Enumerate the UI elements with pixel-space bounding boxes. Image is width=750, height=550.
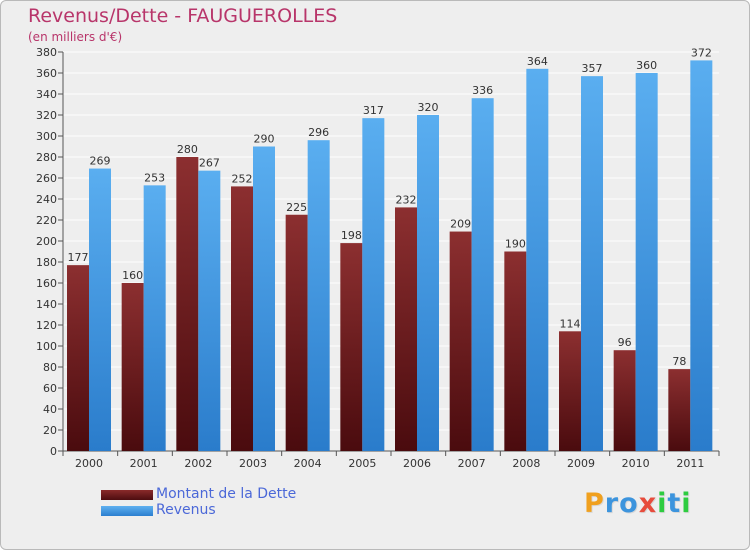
data-label-revenus: 372 bbox=[691, 46, 712, 59]
data-label-dette: 190 bbox=[505, 238, 526, 251]
bar-dette bbox=[449, 231, 472, 451]
x-tick-label: 2009 bbox=[567, 457, 595, 470]
bar-revenus bbox=[526, 68, 549, 452]
data-label-revenus: 320 bbox=[418, 101, 439, 114]
bar-revenus bbox=[89, 168, 111, 452]
chart-subtitle: (en milliers d'€) bbox=[28, 30, 123, 44]
logo-letter: i bbox=[681, 488, 692, 519]
x-tick-label: 2011 bbox=[676, 457, 704, 470]
plot-area bbox=[63, 52, 719, 451]
logo-letter: r bbox=[604, 488, 620, 519]
bar-dette bbox=[668, 369, 691, 451]
y-tick-label: 180 bbox=[36, 256, 57, 269]
bar-revenus bbox=[690, 60, 713, 452]
data-label-dette: 252 bbox=[232, 172, 253, 185]
x-tick-label: 2006 bbox=[403, 457, 431, 470]
data-label-revenus: 357 bbox=[582, 62, 603, 75]
x-tick-label: 2010 bbox=[622, 457, 650, 470]
bar-dette bbox=[231, 186, 253, 451]
y-tick-label: 160 bbox=[36, 277, 57, 290]
data-label-dette: 198 bbox=[341, 229, 362, 242]
y-tick-label: 20 bbox=[43, 424, 57, 437]
y-tick-label: 120 bbox=[36, 319, 57, 332]
x-tick-label: 2003 bbox=[239, 457, 267, 470]
y-tick-label: 140 bbox=[36, 298, 57, 311]
bar-revenus bbox=[307, 140, 330, 451]
y-tick-label: 220 bbox=[36, 214, 57, 227]
bar-dette bbox=[395, 207, 417, 451]
logo-letter: o bbox=[619, 488, 639, 519]
logo-letter: t bbox=[667, 488, 682, 519]
legend-label-revenus: Revenus bbox=[156, 502, 216, 518]
bar-revenus bbox=[471, 98, 494, 451]
data-label-revenus: 253 bbox=[144, 171, 165, 184]
logo-letter: i bbox=[657, 488, 668, 519]
data-label-dette: 96 bbox=[618, 336, 632, 349]
y-tick-label: 320 bbox=[36, 109, 57, 122]
legend-label-dette: Montant de la Dette bbox=[156, 486, 297, 502]
data-label-dette: 225 bbox=[286, 201, 307, 214]
bar-dette bbox=[613, 350, 636, 451]
y-tick-label: 260 bbox=[36, 172, 57, 185]
data-label-dette: 160 bbox=[122, 269, 143, 282]
x-tick-label: 2005 bbox=[348, 457, 376, 470]
y-tick-label: 360 bbox=[36, 67, 57, 80]
y-tick-label: 240 bbox=[36, 193, 57, 206]
data-label-revenus: 269 bbox=[90, 155, 111, 168]
bar-revenus bbox=[362, 118, 385, 452]
bar-revenus bbox=[253, 146, 275, 451]
proxiti-logo: Proxiti bbox=[584, 488, 692, 519]
bar-revenus bbox=[143, 185, 166, 451]
y-tick-label: 0 bbox=[50, 445, 57, 458]
x-tick-label: 2004 bbox=[294, 457, 322, 470]
x-tick-label: 2001 bbox=[130, 457, 158, 470]
data-label-revenus: 317 bbox=[363, 104, 384, 117]
data-label-dette: 209 bbox=[450, 218, 471, 231]
x-tick-label: 2007 bbox=[458, 457, 486, 470]
chart-title: Revenus/Dette - FAUGUEROLLES bbox=[28, 5, 338, 27]
bar-dette bbox=[121, 283, 144, 451]
data-label-revenus: 336 bbox=[472, 84, 493, 97]
bar-revenus bbox=[581, 76, 603, 452]
data-label-dette: 78 bbox=[672, 355, 686, 368]
bar-revenus bbox=[635, 73, 658, 451]
data-label-revenus: 360 bbox=[636, 59, 657, 72]
bar-dette bbox=[285, 214, 308, 451]
data-label-dette: 177 bbox=[68, 251, 89, 264]
data-label-dette: 114 bbox=[560, 317, 581, 330]
bar-dette bbox=[504, 251, 527, 451]
y-tick-label: 340 bbox=[36, 88, 57, 101]
data-label-revenus: 267 bbox=[199, 157, 220, 170]
x-tick-label: 2000 bbox=[75, 457, 103, 470]
bar-dette bbox=[176, 157, 199, 451]
x-tick-label: 2008 bbox=[512, 457, 540, 470]
logo-letter: x bbox=[638, 488, 658, 519]
data-label-revenus: 296 bbox=[308, 126, 329, 139]
y-tick-label: 100 bbox=[36, 340, 57, 353]
bar-revenus bbox=[417, 115, 439, 451]
bar-revenus bbox=[198, 170, 221, 451]
y-tick-label: 200 bbox=[36, 235, 57, 248]
data-label-revenus: 364 bbox=[527, 55, 548, 68]
y-tick-label: 280 bbox=[36, 151, 57, 164]
bar-dette bbox=[67, 265, 89, 451]
x-tick-label: 2002 bbox=[184, 457, 212, 470]
legend-swatch-dette bbox=[101, 490, 153, 500]
y-tick-label: 80 bbox=[43, 361, 57, 374]
y-tick-label: 300 bbox=[36, 130, 57, 143]
bar-dette bbox=[559, 331, 581, 451]
data-label-dette: 232 bbox=[396, 193, 417, 206]
data-label-dette: 280 bbox=[177, 143, 198, 156]
data-label-revenus: 290 bbox=[254, 133, 275, 146]
bar-dette bbox=[340, 243, 363, 451]
legend-swatch-revenus bbox=[101, 506, 153, 516]
y-tick-label: 380 bbox=[36, 46, 57, 59]
y-tick-label: 40 bbox=[43, 403, 57, 416]
logo-letter: P bbox=[584, 488, 605, 519]
y-tick-label: 60 bbox=[43, 382, 57, 395]
